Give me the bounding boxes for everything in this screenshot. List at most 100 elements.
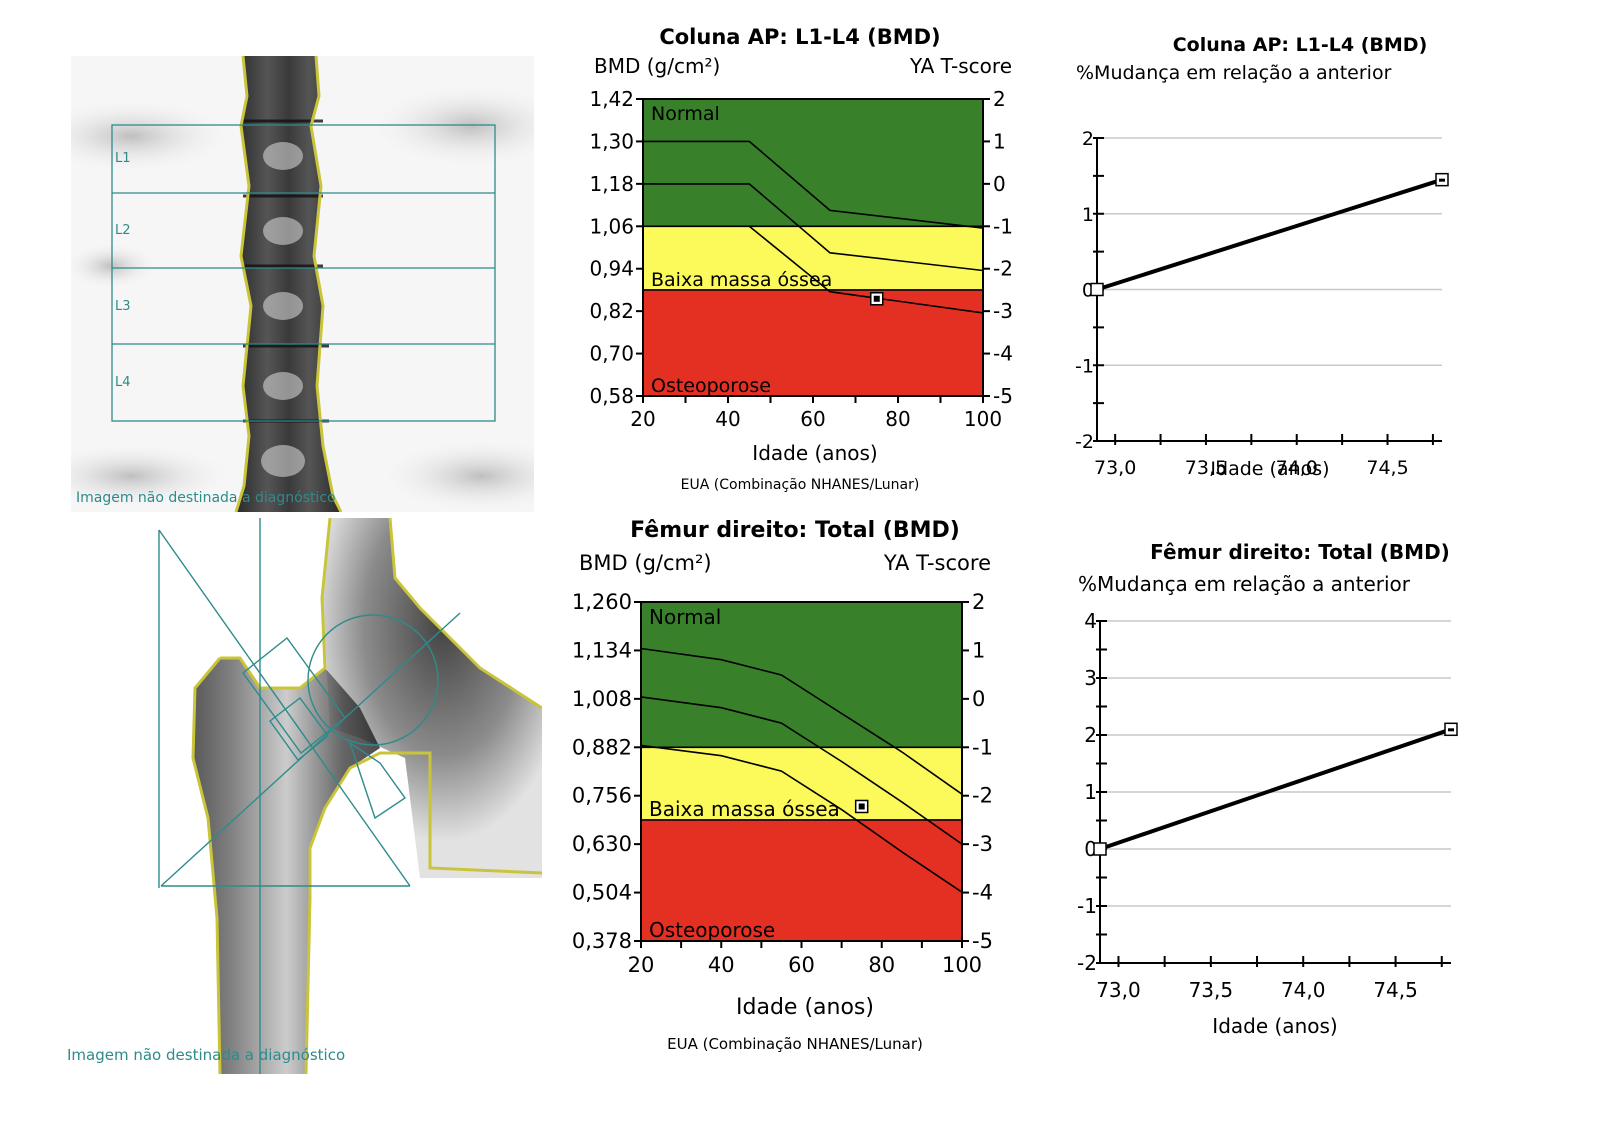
- band-osteoporose: [643, 289, 983, 396]
- x-tick-label: 73,0: [1096, 978, 1141, 1002]
- chart-title: Coluna AP: L1-L4 (BMD): [659, 25, 941, 49]
- x-axis-label: Idade (anos): [752, 441, 878, 465]
- change-series-line: [1099, 727, 1452, 851]
- band-label: Baixa massa óssea: [651, 269, 832, 291]
- x-tick-label: 20: [628, 953, 655, 977]
- y-tick-label: 2: [1082, 128, 1094, 150]
- x-axis-label: Idade (anos): [1212, 1014, 1338, 1038]
- y-tick-label: 3: [1084, 666, 1097, 690]
- y2-tick-label: -2: [972, 784, 993, 808]
- y2-axis-label: YA T-score: [909, 54, 1012, 78]
- femur-image-caption: Imagem não destinada a diagnóstico: [67, 1046, 346, 1064]
- x-tick-label: 100: [964, 407, 1002, 431]
- reference-footnote: EUA (Combinação NHANES/Lunar): [680, 477, 920, 493]
- femur-scan-image: Imagem não destinada a diagnóstico: [60, 518, 542, 1074]
- chart-title: Fêmur direito: Total (BMD): [630, 518, 960, 543]
- y-tick-label: 1,260: [572, 590, 632, 614]
- region-label-l4: L4: [115, 375, 131, 390]
- band-label: Osteoporose: [651, 375, 771, 397]
- y2-tick-label: -5: [972, 929, 993, 953]
- x-tick-label: 60: [788, 953, 815, 977]
- y2-tick-label: 0: [993, 172, 1006, 196]
- y2-tick-label: -3: [972, 832, 993, 856]
- change-series-line: [1096, 177, 1443, 292]
- y-tick-label: 0,58: [589, 384, 634, 408]
- y-axis-label: BMD (g/cm²): [579, 551, 712, 575]
- spine-change-chart: Coluna AP: L1-L4 (BMD) %Mudança em relaç…: [1050, 30, 1490, 500]
- x-tick-label: 74,0: [1281, 978, 1326, 1002]
- reference-curve: [643, 183, 984, 272]
- spine-change-plot: 210-1-273,0 73,5 74,0 74,5: [1075, 128, 1449, 479]
- x-tick-label: 74,5: [1366, 457, 1408, 479]
- reference-curve: [748, 225, 984, 314]
- spine-scan-image: L1 L2 L3 L4 Imagem não destinada a diagn…: [71, 56, 534, 512]
- y-tick-label: 0,70: [589, 342, 634, 366]
- y2-tick-label: -5: [993, 384, 1013, 408]
- region-label-l2: L2: [115, 223, 131, 238]
- y-tick-label: -2: [1075, 431, 1094, 453]
- femur-bmd-plot: Normal Baixa massa óssea Osteoporose 1,260 1…: [572, 590, 993, 977]
- region-label-l3: L3: [115, 299, 131, 314]
- y2-tick-label: 2: [993, 87, 1006, 111]
- y-tick-label: 1: [1084, 780, 1097, 804]
- y-tick-label: 4: [1084, 609, 1097, 633]
- spine-bmd-chart: Coluna AP: L1-L4 (BMD) BMD (g/cm²) YA T-…: [560, 20, 1040, 510]
- reference-curve: [640, 647, 963, 795]
- x-tick-label: 100: [942, 953, 982, 977]
- reference-curve: [640, 696, 963, 845]
- y-tick-label: 0,94: [589, 257, 634, 281]
- y-tick-label: -1: [1075, 355, 1094, 377]
- spine-image-caption: Imagem não destinada a diagnóstico: [76, 490, 336, 506]
- y-tick-label: 1,18: [589, 172, 634, 196]
- spine-scan-graphic: [71, 56, 534, 512]
- chart-title: Fêmur direito: Total (BMD): [1150, 540, 1450, 564]
- band-osteoporose: [641, 819, 962, 941]
- y-tick-label: 1,134: [572, 638, 632, 662]
- femur-bmd-chart: Fêmur direito: Total (BMD) BMD (g/cm²) Y…: [555, 515, 1035, 1065]
- x-axis-label: Idade (anos): [736, 995, 874, 1020]
- x-tick-label: 60: [800, 407, 825, 431]
- y-tick-label: 0,756: [572, 784, 632, 808]
- y-tick-label: 0,630: [572, 832, 632, 856]
- change-data-point[interactable]: [1090, 282, 1104, 297]
- y-tick-label: -2: [1077, 951, 1097, 975]
- y-tick-label: 0,378: [572, 929, 632, 953]
- y2-tick-label: -1: [993, 214, 1013, 238]
- reference-curve: [643, 140, 984, 229]
- y-axis-label: %Mudança em relação a anterior: [1076, 62, 1392, 84]
- band-label: Baixa massa óssea: [649, 797, 840, 821]
- band-normal: [643, 99, 983, 227]
- x-tick-label: 74,0: [1276, 457, 1318, 479]
- change-data-point[interactable]: [1093, 842, 1107, 856]
- y2-tick-label: 2: [972, 590, 985, 614]
- y-tick-label: 1,30: [589, 129, 634, 153]
- y-tick-label: -1: [1077, 894, 1097, 918]
- femur-scan-graphic: [60, 518, 542, 1074]
- x-tick-label: 80: [885, 407, 910, 431]
- y-tick-label: 1,06: [589, 214, 634, 238]
- y2-tick-label: 1: [972, 638, 985, 662]
- band-normal: [641, 602, 962, 748]
- y-tick-label: 0,504: [572, 881, 632, 905]
- y2-tick-label: -2: [993, 257, 1013, 281]
- region-label-l1: L1: [115, 151, 131, 166]
- x-tick-label: 73,5: [1185, 457, 1227, 479]
- reference-footnote: EUA (Combinação NHANES/Lunar): [667, 1035, 923, 1053]
- band-label: Normal: [651, 103, 720, 125]
- band-label: Normal: [649, 605, 721, 629]
- y2-tick-label: -4: [972, 881, 993, 905]
- y2-tick-label: -3: [993, 299, 1013, 323]
- x-tick-label: 73,0: [1094, 457, 1136, 479]
- y-tick-label: 1,42: [589, 87, 634, 111]
- reference-curve: [640, 744, 963, 893]
- x-tick-label: 73,5: [1189, 978, 1234, 1002]
- femur-change-chart: Fêmur direito: Total (BMD) %Mudança em r…: [1050, 535, 1490, 1045]
- y-tick-label: 2: [1084, 723, 1097, 747]
- chart-title: Coluna AP: L1-L4 (BMD): [1172, 34, 1428, 56]
- band-label: Osteoporose: [649, 918, 775, 942]
- y-axis-label: BMD (g/cm²): [594, 54, 721, 78]
- y-tick-label: 0,82: [589, 299, 634, 323]
- y-tick-label: 0,882: [572, 735, 632, 759]
- spine-bmd-plot: Normal Baixa massa óssea Osteoporose 1,42 1,…: [589, 87, 1013, 431]
